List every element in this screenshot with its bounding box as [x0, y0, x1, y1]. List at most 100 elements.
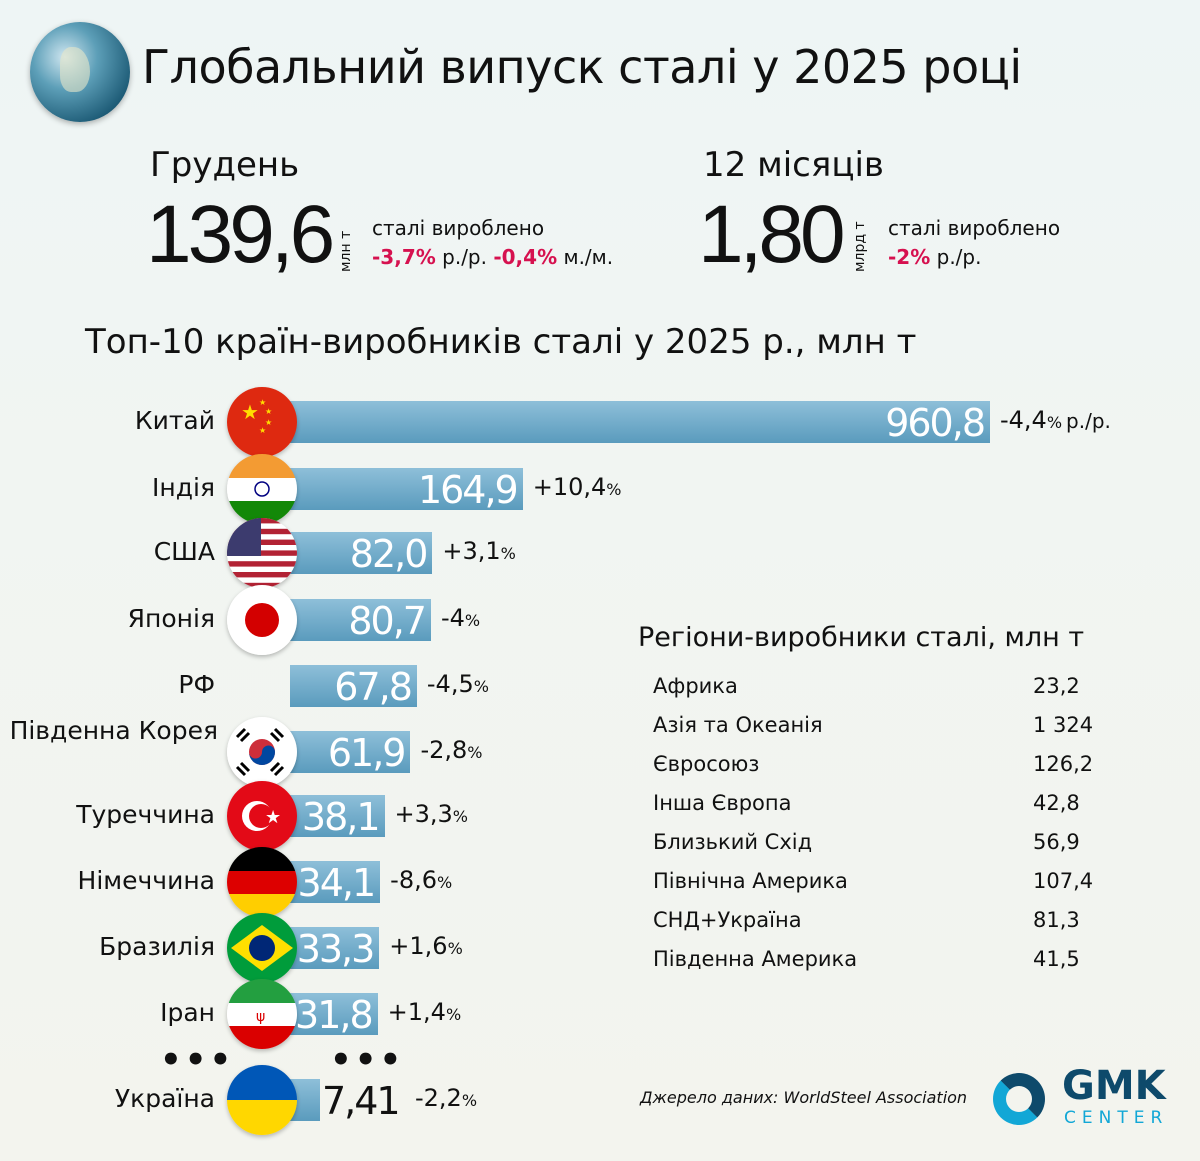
region-name: Близький Схід	[653, 830, 813, 854]
bar: 7,41	[290, 1079, 401, 1123]
bar-value-label: 960,8	[885, 401, 986, 445]
change-value: -2,8	[420, 736, 468, 764]
globe-icon	[30, 22, 130, 122]
svg-text:★: ★	[259, 398, 266, 407]
country-label: Японія	[127, 604, 215, 633]
bar: 80,7	[290, 599, 431, 643]
change-label: +3,3%	[395, 800, 468, 828]
region-value: 41,5	[1033, 947, 1080, 971]
bar: 67,8	[290, 665, 417, 709]
year-produced: сталі вироблено	[888, 216, 1061, 240]
bar-value-label: 61,9	[327, 731, 407, 775]
svg-text:★: ★	[265, 418, 272, 427]
svg-text:★: ★	[241, 400, 259, 424]
bar: 82,0	[290, 532, 433, 576]
country-label: Україна	[114, 1084, 215, 1113]
country-label: Індія	[152, 473, 215, 502]
year-label: 12 місяців	[703, 145, 884, 185]
logo-subtext: CENTER	[1064, 1108, 1169, 1128]
ellipsis-left: •••	[160, 1040, 235, 1080]
mom-suffix: м./м.	[563, 245, 614, 269]
country-label: Туреччина	[76, 800, 215, 829]
svg-text:★: ★	[265, 807, 281, 828]
country-label: Німеччина	[77, 866, 215, 895]
change-value: +1,4	[387, 998, 446, 1026]
change-value: +3,3	[394, 800, 453, 828]
yoy-suffix: р./р.	[442, 245, 487, 269]
bar: 960,8	[290, 401, 990, 445]
iran-flag-icon: ψ	[227, 979, 297, 1049]
ellipsis-right: •••	[330, 1040, 405, 1080]
change-label: +10,4%	[533, 473, 622, 501]
region-value: 56,9	[1033, 830, 1080, 854]
change-suffix: р./р.	[1066, 409, 1111, 433]
percent-sign: %	[1046, 413, 1063, 432]
region-name: Північна Америка	[653, 869, 848, 893]
change-label: -2,8%	[420, 736, 482, 764]
bar-value-label: 34,1	[297, 861, 377, 905]
usa-flag-icon	[227, 518, 297, 588]
percent-sign: %	[461, 1091, 478, 1110]
svg-text:ψ: ψ	[256, 1009, 265, 1025]
percent-sign: %	[467, 743, 483, 762]
change-label: -4,5%	[427, 670, 489, 698]
region-name: Євросоюз	[653, 752, 760, 776]
region-name: СНД+Україна	[653, 908, 802, 932]
change-label: -4,4% р./р.	[1000, 406, 1111, 434]
bar-value-label: 7,41	[322, 1079, 401, 1123]
region-value: 23,2	[1033, 674, 1080, 698]
change-label: -4%	[441, 604, 480, 632]
region-name: Інша Європа	[653, 791, 792, 815]
region-name: Південна Америка	[653, 947, 858, 971]
percent-sign: %	[464, 611, 481, 630]
brazil-flag-icon	[227, 913, 297, 983]
china-flag-icon: ★ ★ ★ ★ ★	[227, 387, 297, 457]
percent-sign: %	[445, 1005, 462, 1024]
country-label: Бразилія	[99, 932, 215, 961]
bar-value-label: 67,8	[334, 665, 413, 709]
december-produced: сталі вироблено	[372, 216, 545, 240]
chart-title: Топ-10 країн-виробників сталі у 2025 р.,…	[85, 322, 917, 362]
change-label: -2,2%	[415, 1084, 477, 1112]
bar: 61,9	[290, 731, 411, 775]
december-label: Грудень	[150, 145, 300, 185]
change-label: +3,1%	[442, 537, 515, 565]
yoy-suffix: р./р.	[936, 245, 982, 269]
bar-value-label: 33,3	[296, 927, 376, 971]
change-label: -8,6%	[390, 866, 452, 894]
bar-value-label: 164,9	[417, 468, 519, 512]
india-flag-icon	[227, 454, 297, 524]
bar: 38,1	[290, 795, 385, 839]
change-value: -4,5	[426, 670, 474, 698]
change-label: +1,6%	[389, 932, 462, 960]
svg-text:★: ★	[265, 407, 272, 416]
bar: 33,3	[290, 927, 380, 971]
bar: 164,9	[290, 468, 523, 512]
svg-text:★: ★	[259, 426, 266, 435]
percent-sign: %	[500, 544, 516, 563]
country-label: Південна Корея	[9, 716, 218, 745]
december-mom: -0,4%	[493, 245, 558, 269]
change-value: -4,4	[1000, 406, 1047, 434]
change-value: +1,6	[389, 932, 448, 960]
year-yoy: -2%	[888, 245, 931, 269]
south-korea-flag-icon	[227, 717, 297, 787]
country-label: США	[153, 537, 215, 566]
change-label: +1,4%	[388, 998, 461, 1026]
bar-value-label: 38,1	[301, 795, 381, 839]
bar-value-label: 31,8	[295, 993, 374, 1037]
country-label: Іран	[160, 998, 215, 1027]
year-unit: млрд т	[852, 221, 868, 272]
region-name: Азія та Океанія	[653, 713, 823, 737]
bar-value-label: 82,0	[349, 532, 429, 576]
page-title: Глобальний випуск сталі у 2025 році	[142, 40, 1022, 94]
year-value: 1,80	[698, 189, 846, 280]
japan-flag-icon	[227, 585, 297, 655]
bar: 34,1	[290, 861, 381, 905]
ukraine-flag-icon	[227, 1065, 297, 1135]
december-yoy: -3,7%	[372, 245, 436, 269]
change-value: -2,2	[415, 1084, 462, 1112]
december-value: 139,6	[146, 189, 335, 280]
region-value: 126,2	[1033, 752, 1094, 776]
germany-flag-icon	[227, 847, 297, 917]
